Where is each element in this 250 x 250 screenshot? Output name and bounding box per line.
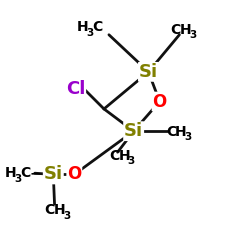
Text: Si: Si [139, 63, 158, 81]
Text: C: C [109, 149, 119, 163]
Text: O: O [67, 166, 82, 184]
Text: 3: 3 [184, 132, 192, 142]
Text: 3: 3 [14, 174, 22, 184]
Text: −: − [30, 166, 42, 180]
Text: H: H [180, 23, 192, 37]
Text: H: H [118, 149, 130, 163]
Text: H: H [5, 166, 17, 180]
Text: C: C [92, 20, 102, 34]
Text: C: C [20, 166, 31, 180]
Text: C: C [45, 203, 55, 217]
Text: Cl: Cl [66, 80, 85, 98]
Text: O: O [152, 92, 167, 110]
Text: C: C [166, 125, 176, 139]
Text: H: H [54, 203, 66, 217]
Text: 3: 3 [64, 211, 71, 221]
Text: Si: Si [124, 122, 143, 140]
Text: H: H [77, 20, 88, 34]
Text: Si: Si [44, 166, 63, 184]
Text: 3: 3 [86, 28, 94, 38]
Text: 3: 3 [128, 156, 135, 166]
Text: 3: 3 [190, 30, 197, 40]
Text: C: C [171, 23, 181, 37]
Text: H: H [175, 125, 187, 139]
